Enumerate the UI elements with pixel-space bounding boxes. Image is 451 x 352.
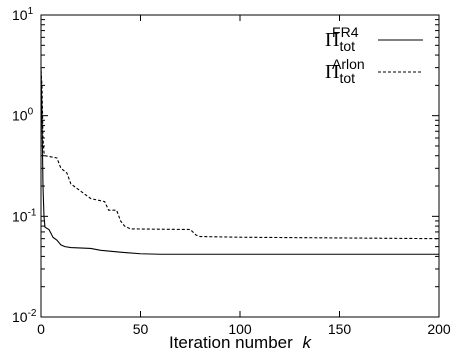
y-axis-ticks: 10-2 10-1 100 101	[12, 6, 439, 325]
x-tick-label: 150	[328, 321, 352, 337]
legend-label-2: ΠtotArlon	[325, 56, 365, 86]
series-layer	[40, 67, 440, 255]
x-tick-label: 100	[228, 321, 252, 337]
y-tick-label: 10-1	[12, 207, 37, 224]
series-line-1	[40, 67, 439, 255]
y-tick-label: 10-2	[12, 308, 37, 325]
plot-frame	[40, 14, 440, 318]
x-axis-label: Iteration number k	[169, 333, 313, 352]
x-axis-label-text: Iteration number	[169, 333, 293, 352]
y-tick-label: 100	[12, 107, 34, 124]
x-tick-label: 0	[37, 321, 45, 337]
y-tick-label: 101	[12, 6, 34, 23]
series-line-2	[40, 70, 440, 240]
x-axis-ticks: 0 50 100 150 200	[37, 15, 451, 337]
x-axis-label-variable: k	[303, 333, 313, 352]
x-tick-label: 50	[133, 321, 149, 337]
x-tick-label: 200	[427, 321, 451, 337]
legend-label-1: ΠtotFR4	[325, 24, 359, 54]
